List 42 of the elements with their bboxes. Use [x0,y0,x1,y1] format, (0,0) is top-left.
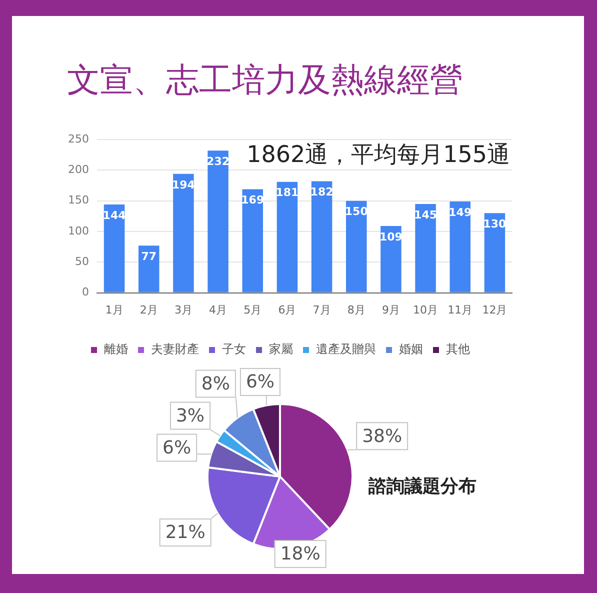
x-tick-label: 1月 [105,303,124,316]
legend-label: 婚姻 [399,342,423,356]
data-label: 232 [206,154,230,168]
x-tick-label: 8月 [347,303,366,316]
y-tick-label: 50 [74,255,89,268]
x-tick-label: 6月 [278,303,296,316]
data-label: 145 [414,208,438,222]
x-tick-label: 9月 [382,303,400,316]
legend-label: 離婚 [104,342,128,356]
data-label: 6% [246,372,275,393]
text: 諮詢議題分布 [368,476,476,498]
data-label: 3% [176,405,205,426]
legend-label: 其他 [446,342,470,356]
y-tick-label: 100 [68,224,89,238]
y-tick-label: 150 [68,194,89,207]
data-label: 77 [141,250,157,263]
data-label: 6% [162,437,192,458]
x-tick-label: 5月 [244,303,262,316]
y-tick-label: 200 [68,163,89,176]
annotation: 1862通，平均每月155通 [246,142,510,168]
data-label: 18% [280,544,320,565]
data-label: 149 [448,206,472,219]
y-tick-label: 250 [68,132,89,146]
data-label: 21% [165,522,206,544]
legend-label: 夫妻財產 [151,342,199,356]
x-tick-label: 3月 [174,303,192,316]
data-label: 109 [379,230,402,244]
x-tick-label: 2月 [140,303,158,316]
data-label: 8% [201,373,230,394]
legend-label: 遺產及贈與 [316,342,376,356]
legend-label: 子女 [222,342,246,356]
x-tick-label: 11月 [448,303,473,316]
data-label: 150 [344,205,368,218]
chart-title: 文宣、志工培力及熱線經營 [67,60,463,100]
x-tick-label: 10月 [413,303,438,316]
data-label: 38% [362,426,402,447]
legend-label: 家屬 [269,342,293,356]
x-tick-label: 12月 [482,303,508,316]
data-label: 194 [172,178,196,192]
x-tick-label: 4月 [209,303,228,316]
y-tick-label: 0 [82,286,89,299]
x-tick-label: 7月 [312,303,331,316]
